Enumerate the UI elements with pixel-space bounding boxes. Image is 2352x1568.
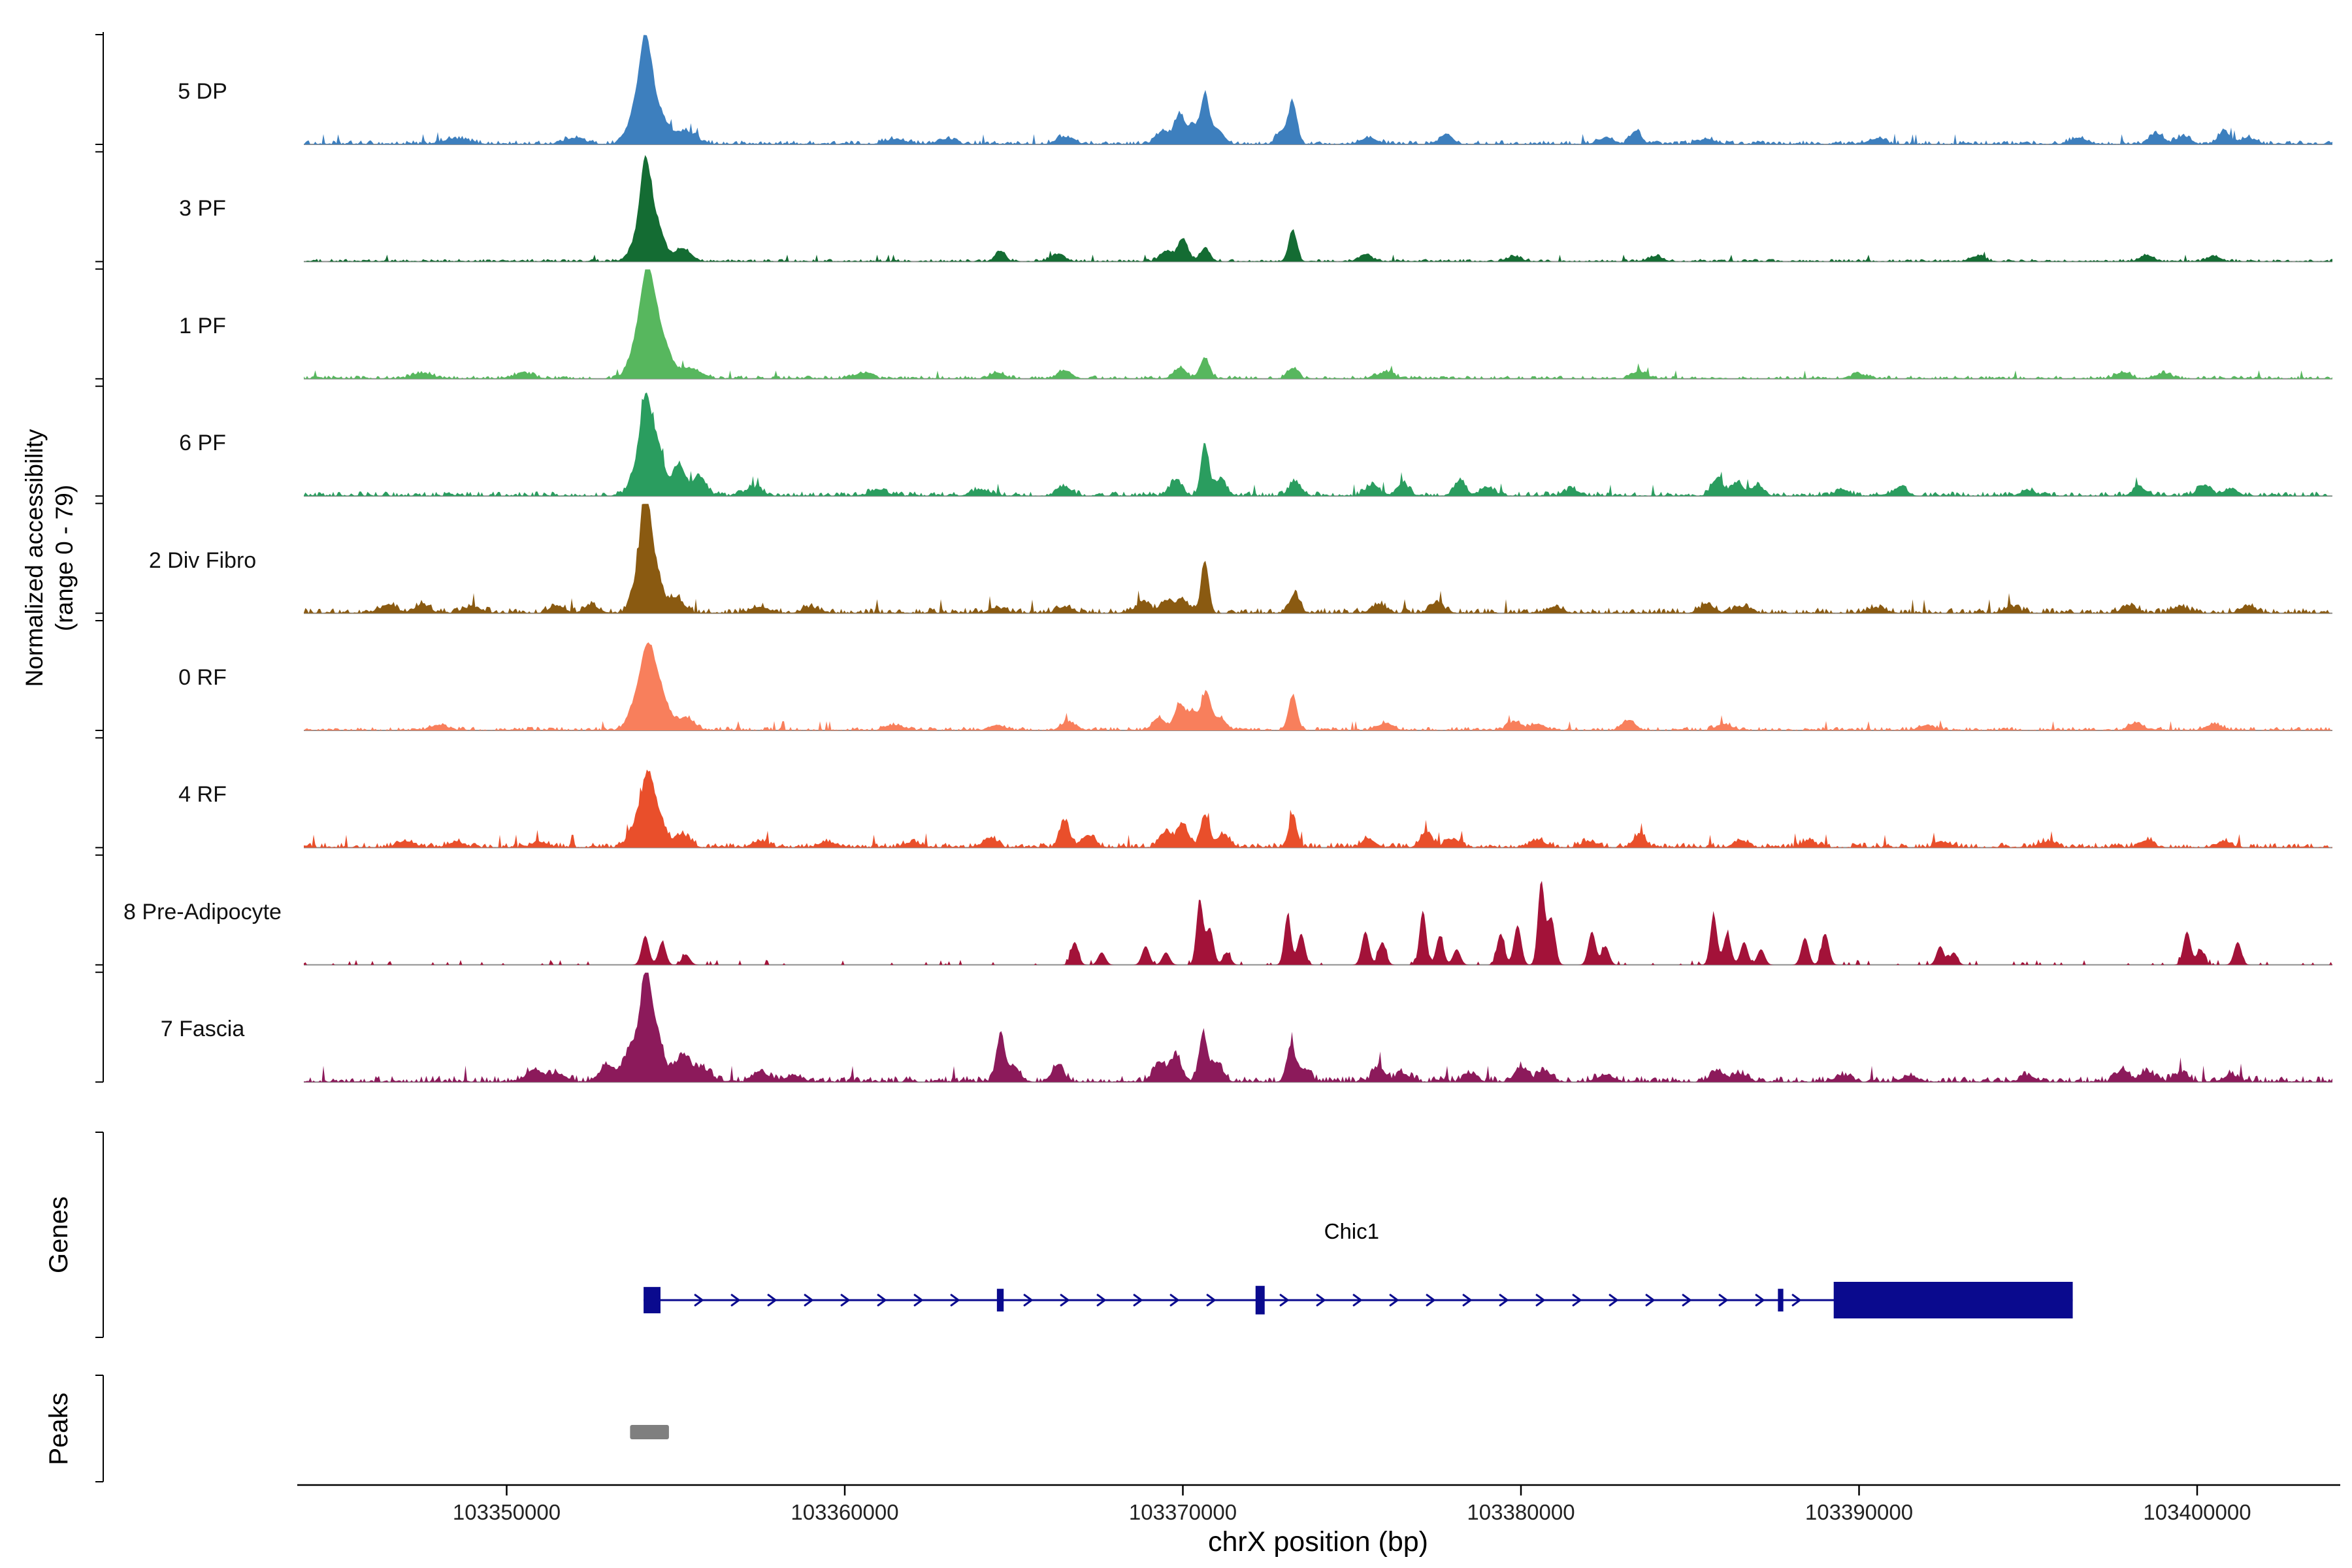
gene-strand-arrow — [1279, 1294, 1290, 1307]
track-label-0-rf: 0 RF — [178, 665, 227, 690]
track-label-1-pf: 1 PF — [179, 313, 226, 338]
track-signal-3-pf — [304, 155, 2332, 262]
gene-strand-arrow — [1718, 1294, 1729, 1307]
gene-strand-arrow — [1499, 1294, 1509, 1307]
gene-strand-arrow — [1755, 1294, 1765, 1307]
gene-exon — [1255, 1286, 1265, 1315]
gene-exon — [996, 1288, 1004, 1312]
gene-strand-arrow — [694, 1294, 704, 1307]
track-signal-0-rf — [304, 642, 2332, 730]
track-signal-4-rf — [304, 769, 2332, 848]
gene-label: Chic1 — [1324, 1219, 1379, 1243]
gene-strand-arrow — [1609, 1294, 1619, 1307]
gene-strand-arrow — [1389, 1294, 1399, 1307]
gene-strand-arrow — [1352, 1294, 1363, 1307]
x-tick-label-5: 103400000 — [2143, 1500, 2251, 1524]
track-signal-1-pf — [304, 269, 2332, 379]
gene-strand-arrow — [1572, 1294, 1582, 1307]
track-signal-7-fascia — [304, 972, 2332, 1083]
x-tick-label-3: 103380000 — [1467, 1500, 1575, 1524]
peak-region — [630, 1425, 669, 1439]
track-signal-2-div-fibro — [304, 504, 2332, 613]
x-axis-label: chrX position (bp) — [1208, 1526, 1428, 1558]
track-label-6-pf: 6 PF — [179, 431, 226, 456]
track-signal-8-pre-adipocyte — [304, 881, 2332, 965]
x-tick-label-4: 103390000 — [1805, 1500, 1914, 1524]
track-label-7-fascia: 7 Fascia — [160, 1017, 245, 1042]
track-signal-5-dp — [304, 35, 2332, 144]
gene-strand-arrow — [913, 1294, 924, 1307]
gene-strand-arrow — [1023, 1294, 1034, 1307]
gene-strand-arrow — [1535, 1294, 1546, 1307]
gene-strand-arrow — [1462, 1294, 1473, 1307]
y-axis-label-line1: Normalized accessibility — [21, 429, 48, 687]
track-label-3-pf: 3 PF — [179, 196, 226, 221]
gene-strand-arrow — [804, 1294, 814, 1307]
gene-strand-arrow — [767, 1294, 777, 1307]
gene-strand-arrow — [1096, 1294, 1107, 1307]
gene-strand-arrow — [1169, 1294, 1180, 1307]
gene-strand-arrow — [1206, 1294, 1217, 1307]
gene-strand-arrow — [1645, 1294, 1656, 1307]
peaks-section-label: Peaks — [44, 1392, 73, 1465]
track-label-8-pre-adipocyte: 8 Pre-Adipocyte — [123, 899, 282, 924]
gene-strand-arrow — [1682, 1294, 1692, 1307]
gene-strand-arrow — [1791, 1294, 1802, 1307]
x-tick-label-1: 103360000 — [791, 1500, 899, 1524]
gene-exon — [1778, 1288, 1784, 1312]
gene-strand-arrow — [1316, 1294, 1326, 1307]
gene-strand-arrow — [1426, 1294, 1436, 1307]
track-label-4-rf: 4 RF — [178, 782, 227, 808]
gene-strand-arrow — [950, 1294, 960, 1307]
track-label-5-dp: 5 DP — [178, 79, 227, 104]
gene-strand-arrow — [1133, 1294, 1143, 1307]
track-label-2-div-fibro: 2 Div Fibro — [148, 547, 257, 573]
x-tick-label-2: 103370000 — [1128, 1500, 1237, 1524]
gene-exon — [1833, 1282, 2073, 1318]
x-tick-label-0: 103350000 — [452, 1500, 561, 1524]
gene-exon — [644, 1286, 661, 1314]
track-signal-6-pf — [304, 392, 2332, 497]
gene-strand-arrow — [1060, 1294, 1070, 1307]
gene-strand-arrow — [730, 1294, 741, 1307]
gene-strand-arrow — [840, 1294, 851, 1307]
gene-strand-arrow — [877, 1294, 887, 1307]
